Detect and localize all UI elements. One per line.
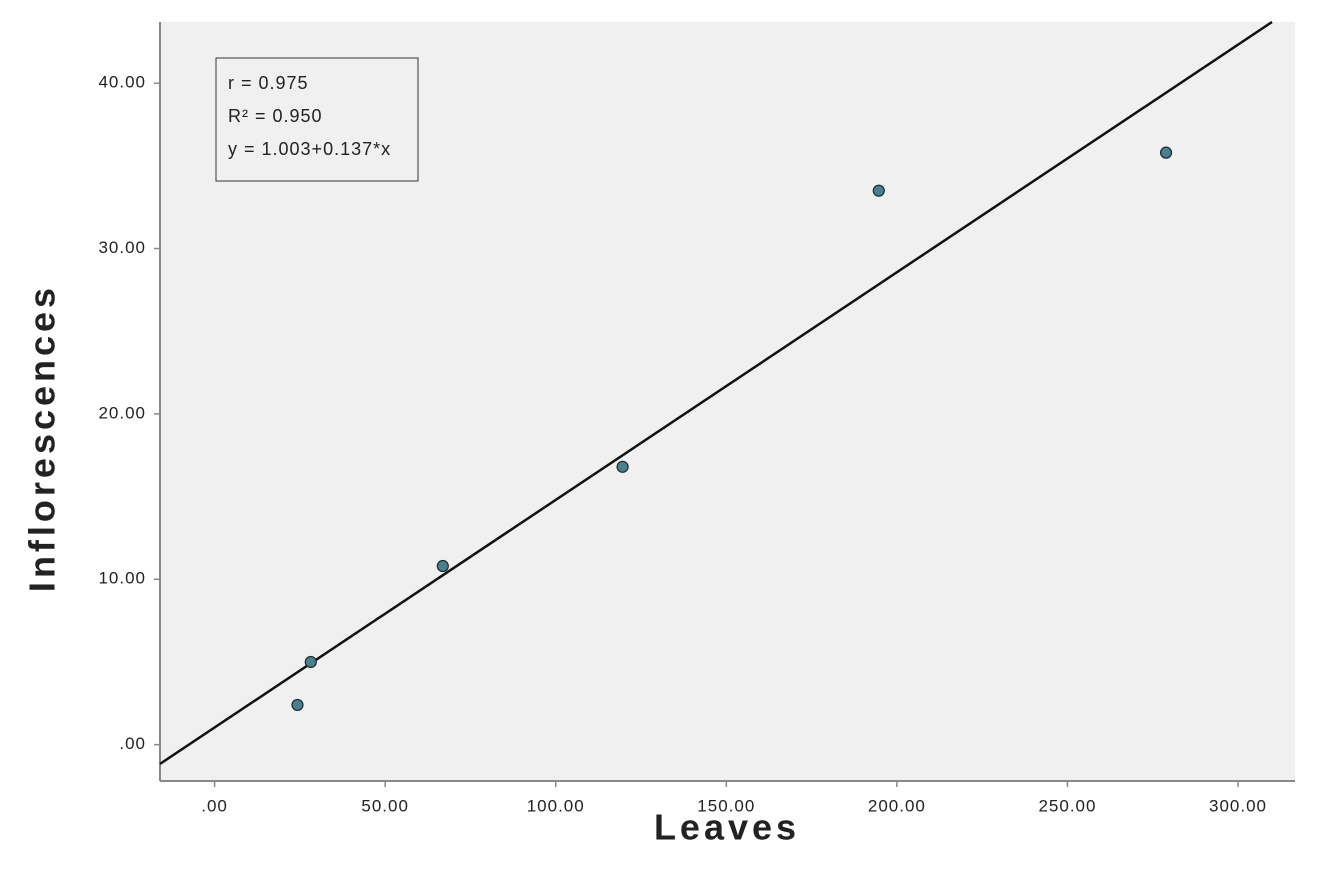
point [1159,146,1173,159]
x-axis-title: Leaves [654,807,800,848]
point [872,184,885,197]
point [436,559,449,573]
x-tick-label: 250.00 [1038,796,1096,815]
y-tick-label: 10.00 [98,569,146,588]
y-axis-title: Inflorescences [22,284,63,592]
x-tick-label: 50.00 [361,796,409,815]
y-tick-label: 20.00 [98,403,146,422]
x-tick-label: 200.00 [868,796,926,815]
y-tick-label: 40.00 [98,73,146,92]
x-tick-label: .00 [201,796,228,815]
point [291,698,304,712]
y-tick-label: 30.00 [98,238,146,257]
point [304,655,317,669]
annotation: y = 1.003+0.137*x [228,139,391,159]
x-tick-label: 300.00 [1209,796,1267,815]
annotation: R² = 0.950 [228,106,323,126]
point [616,460,629,473]
x-tick-label: 100.00 [527,796,585,815]
y-tick-label: .00 [119,734,146,753]
annotation-box [215,57,419,182]
x-tick-label: 150.00 [697,796,755,815]
fit-line [159,20,1273,765]
annotation: r = 0.975 [228,73,309,93]
